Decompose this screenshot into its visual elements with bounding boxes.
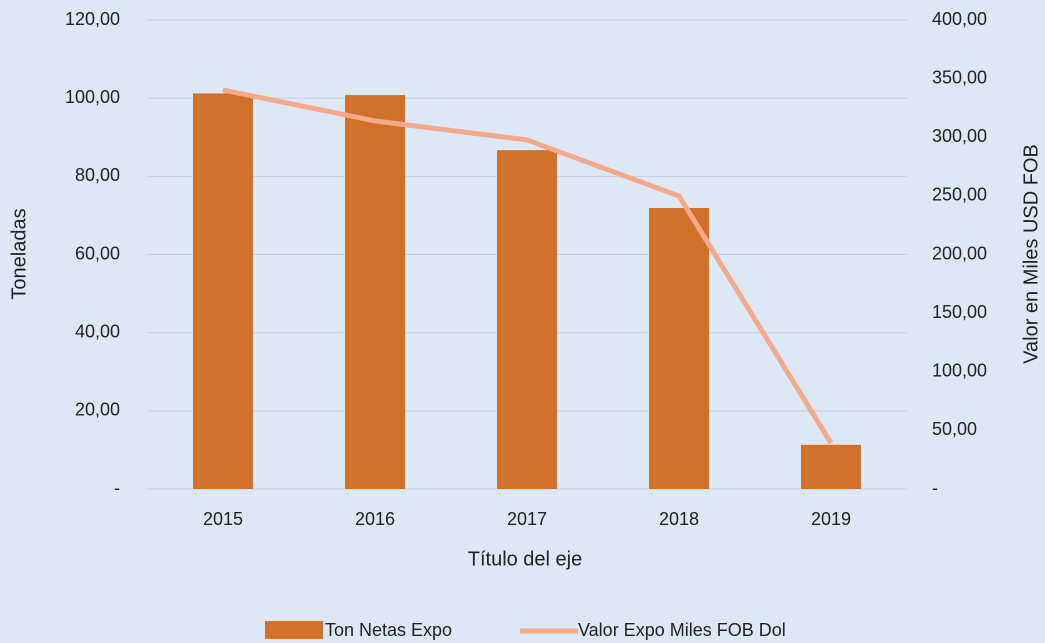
x-tick-label: 2016 [355, 509, 395, 529]
y-tick-label: 80,00 [75, 165, 120, 185]
bar [345, 95, 405, 489]
y2-tick-label: 350,00 [932, 67, 987, 87]
y2-tick-label: 250,00 [932, 185, 987, 205]
y-tick-label: - [114, 478, 120, 498]
y-axis-title: Toneladas [8, 208, 30, 299]
y2-tick-label: - [932, 478, 938, 498]
y2-axis-title: Valor en Miles USD FOB [1020, 144, 1042, 364]
y2-tick-label: 150,00 [932, 302, 987, 322]
legend-label: Ton Netas Expo [325, 620, 452, 640]
y-tick-label: 40,00 [75, 321, 120, 341]
bar [193, 93, 253, 489]
legend-swatch [265, 621, 323, 639]
y2-tick-label: 200,00 [932, 243, 987, 263]
y-tick-label: 100,00 [65, 87, 120, 107]
x-axis-title: Título del eje [468, 548, 583, 570]
y-tick-label: 60,00 [75, 243, 120, 263]
x-tick-label: 2019 [811, 509, 851, 529]
legend-label: Valor Expo Miles FOB Dol [578, 620, 786, 640]
x-tick-label: 2018 [659, 509, 699, 529]
y2-tick-label: 50,00 [932, 419, 977, 439]
x-tick-label: 2017 [507, 509, 547, 529]
bar [497, 150, 557, 489]
bar [649, 207, 709, 489]
line [222, 87, 834, 445]
y2-tick-label: 400,00 [932, 9, 987, 29]
y-tick-label: 120,00 [65, 9, 120, 29]
y2-tick-label: 300,00 [932, 126, 987, 146]
y-tick-label: 20,00 [75, 400, 120, 420]
bar [801, 444, 861, 489]
x-tick-label: 2015 [203, 509, 243, 529]
y2-tick-label: 100,00 [932, 361, 987, 381]
